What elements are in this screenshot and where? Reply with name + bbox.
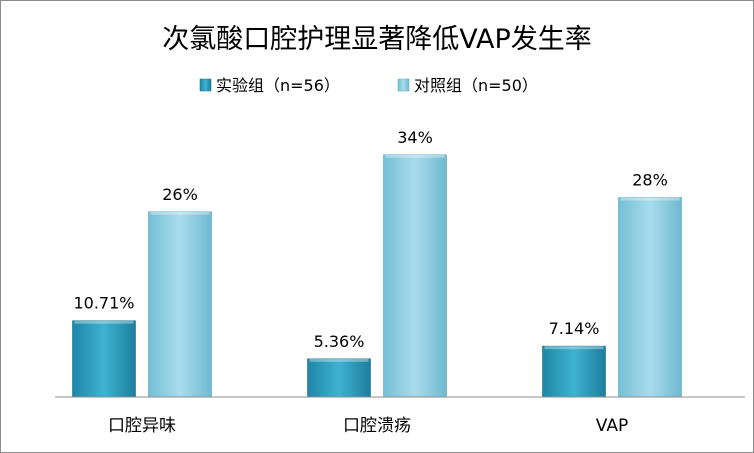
legend-swatch-series-2: [397, 78, 410, 92]
bar-series-2-cat-3: [618, 197, 682, 398]
bar-series-1-cat-1: [72, 320, 136, 398]
bar-series-2-cat-2: [383, 154, 447, 398]
bar-series-1-cat-3: [542, 345, 606, 398]
legend-swatch-series-1: [199, 78, 212, 92]
data-label-series-1-cat-1: 10.71%: [73, 294, 134, 313]
category-label-2: 口腔溃疡: [343, 416, 411, 436]
bar-highlight-series-2-cat-1: [150, 211, 210, 215]
bar-series-1-cat-2: [307, 358, 371, 398]
bar-highlight-series-1-cat-1: [74, 320, 134, 324]
data-label-series-2-cat-3: 28%: [632, 171, 668, 190]
data-label-series-2-cat-2: 34%: [397, 128, 433, 147]
bar-highlight-series-2-cat-2: [385, 154, 445, 158]
plot-area: 10.71% 26% 口腔异味 5.36% 34% 口腔溃疡 7.14% 28% VAP: [72, 128, 682, 436]
category-label-3: VAP: [596, 416, 628, 436]
bar-series-2-cat-1: [148, 211, 212, 398]
data-label-series-1-cat-2: 5.36%: [314, 332, 365, 351]
legend: 实验组（n=56） 对照组（n=50）: [199, 76, 538, 95]
legend-label-series-2: 对照组（n=50）: [414, 76, 538, 95]
bar-highlight-series-1-cat-2: [309, 358, 369, 362]
bar-highlight-series-1-cat-3: [544, 346, 604, 350]
bar-highlight-series-2-cat-3: [620, 197, 680, 201]
legend-label-series-1: 实验组（n=56）: [216, 76, 340, 95]
category-label-1: 口腔异味: [108, 416, 176, 436]
data-label-series-2-cat-1: 26%: [162, 185, 198, 204]
data-label-series-1-cat-3: 7.14%: [549, 319, 600, 338]
chart-title: 次氯酸口腔护理显著降低VAP发生率: [162, 24, 592, 55]
